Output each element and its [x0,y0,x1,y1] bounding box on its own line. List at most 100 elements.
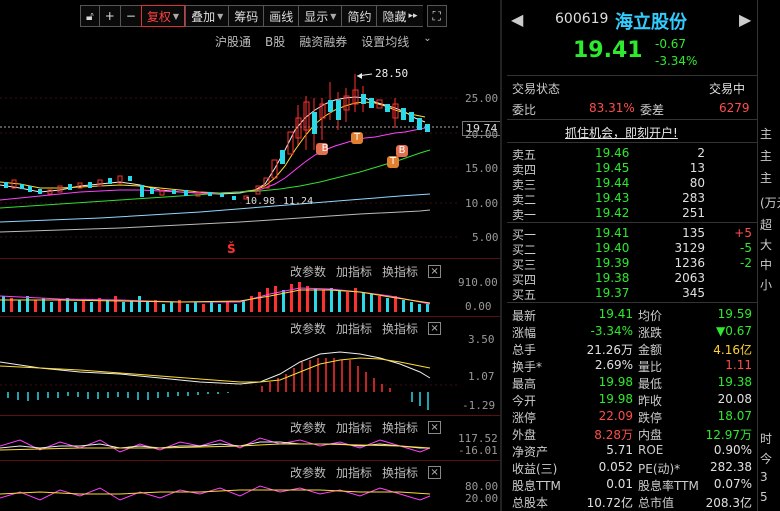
stat-row: 总股本 10.72亿 总市值 208.3亿 [507,492,757,511]
side-label: 5 [760,490,768,504]
overlay-button[interactable]: 叠加 ▼ [185,5,229,27]
sell-level-3[interactable]: 卖三 19.44 80 [507,176,757,192]
chips-button[interactable]: 筹码 [228,5,264,27]
simple-button[interactable]: 简约 [341,5,377,27]
hk-connect-link[interactable]: 沪股通 [215,35,252,49]
stat-value: 18.07 [717,409,752,423]
ma-settings-button[interactable]: 设置均线 [361,35,410,49]
sell-level-2[interactable]: 卖二 19.43 283 [507,191,757,207]
switch-indicator-button[interactable]: 换指标 [382,322,419,336]
buy-marker[interactable]: B [321,143,329,154]
divider [507,222,757,223]
level-volume: 251 [682,206,705,220]
stat-row: 最高 19.98 最低 19.38 [507,373,757,392]
promo-row[interactable]: 抓住机会，即刻开户! [507,122,757,141]
chart-area[interactable]: 🔓︎ + − 复权 ▼ 叠加 ▼ 筹码 画线 显示 ▼ 简约 隐藏 ▸▸ ⛶ 沪股通 B… [0,0,502,511]
close-icon[interactable]: × [428,466,442,479]
overlay-label: 叠加 [191,9,216,24]
switch-indicator-button[interactable]: 换指标 [382,421,419,435]
fuquan-button[interactable]: 复权 ▼ [140,5,186,27]
buy-marker[interactable]: B [398,145,406,156]
next-stock-icon[interactable]: ▶ [739,10,752,29]
zoom-out-button[interactable]: − [119,5,141,27]
volume-bars [2,282,429,312]
stat-value: 12.97万 [705,428,752,442]
prev-stock-icon[interactable]: ◀ [511,10,524,29]
stat-row: 总手 21.26万 金额 4.16亿 [507,339,757,358]
switch-indicator-button[interactable]: 换指标 [382,265,419,279]
b-share-link[interactable]: B股 [265,35,286,49]
add-indicator-button[interactable]: 加指标 [336,322,373,336]
ma-line-magenta [0,127,426,201]
close-icon[interactable]: × [428,421,442,434]
stat-row: 净资产 5.71 ROE 0.90% [507,441,757,460]
stat-value: 20.08 [717,392,752,406]
macd-bars [7,358,429,410]
order-diff-value: 6279 [719,101,750,115]
lock-icon: 🔓︎ [86,8,94,23]
stat-value: -3.34% [590,324,633,338]
buy-level-2[interactable]: 买二 19.40 3129 -5 [507,241,757,257]
stat-row: 今开 19.98 昨收 20.08 [507,390,757,409]
buy-level-5[interactable]: 买五 19.37 345 [507,286,757,302]
y-tick: 80.00 [465,480,499,493]
add-indicator-button[interactable]: 加指标 [336,466,373,480]
sell-level-1[interactable]: 卖一 19.42 251 [507,206,757,222]
stat-label: 股息率TTM [638,479,699,493]
s-marker[interactable]: Š [227,242,236,256]
y-tick: 1.07 [468,370,495,383]
level-price: 19.43 [595,191,630,205]
more-icon: ▸▸ [408,11,418,21]
last-price: 19.41 [573,38,643,63]
stat-label: 收益(三) [512,462,558,476]
display-button[interactable]: 显示 ▼ [298,5,342,27]
stock-name: 海立股份 [615,12,687,33]
stat-label: 最新 [512,309,537,323]
hide-button[interactable]: 隐藏 ▸▸ [376,5,423,27]
t-marker[interactable]: T [353,132,361,143]
margin-trading-link[interactable]: 融资融券 [299,35,348,49]
panel3-line-yellow [0,443,431,451]
level-delta: -2 [740,256,752,270]
sell-level-4[interactable]: 卖四 19.45 13 [507,161,757,177]
buy-level-3[interactable]: 买三 19.39 1236 -2 [507,256,757,272]
chevron-down-icon[interactable]: ⌄ [423,33,432,44]
buy-level-1[interactable]: 买一 19.41 135 +5 [507,226,757,242]
t-marker[interactable]: T [389,156,397,167]
stat-value: 19.98 [598,392,633,406]
stat-row: 涨幅 -3.34% 涨跌 ▼0.67 [507,322,757,341]
stat-label: 总股本 [512,496,549,510]
panel3-indicator-bar: 改参数 加指标 换指标 × [290,419,442,436]
zoom-in-button[interactable]: + [98,5,120,27]
stat-value: 8.28万 [594,428,633,442]
stat-value: 0.07% [713,477,752,491]
change-param-button[interactable]: 改参数 [290,265,327,279]
change-param-button[interactable]: 改参数 [290,322,327,336]
fullscreen-button[interactable]: ⛶ [426,5,447,27]
add-indicator-button[interactable]: 加指标 [336,421,373,435]
add-indicator-button[interactable]: 加指标 [336,265,373,279]
change-param-button[interactable]: 改参数 [290,466,327,480]
stat-value: 282.38 [710,460,752,474]
level-volume: 3129 [674,241,705,255]
kline-chart[interactable] [0,0,502,511]
level-volume: 135 [682,226,705,240]
sell-level-5[interactable]: 卖五 19.46 2 [507,146,757,162]
close-icon[interactable]: × [428,265,442,278]
caret-down-icon: ▼ [172,11,180,21]
y-tick: 10.00 [465,197,499,210]
draw-line-button[interactable]: 画线 [263,5,299,27]
side-label: 时 [760,432,773,446]
stat-row: 股息TTM 0.01 股息率TTM 0.07% [507,475,757,494]
stat-value: 0.90% [713,443,752,457]
close-icon[interactable]: × [428,322,442,335]
caret-down-icon: ▼ [330,11,337,21]
side-label: 超 [760,218,773,232]
change-param-button[interactable]: 改参数 [290,421,327,435]
switch-indicator-button[interactable]: 换指标 [382,466,419,480]
stat-row: 外盘 8.28万 内盘 12.97万 [507,424,757,443]
open-account-link[interactable]: 抓住机会，即刻开户! [565,126,678,140]
lock-button[interactable]: 🔓︎ [80,5,99,27]
level-delta: +5 [734,226,752,240]
buy-level-4[interactable]: 买四 19.38 2063 [507,271,757,287]
